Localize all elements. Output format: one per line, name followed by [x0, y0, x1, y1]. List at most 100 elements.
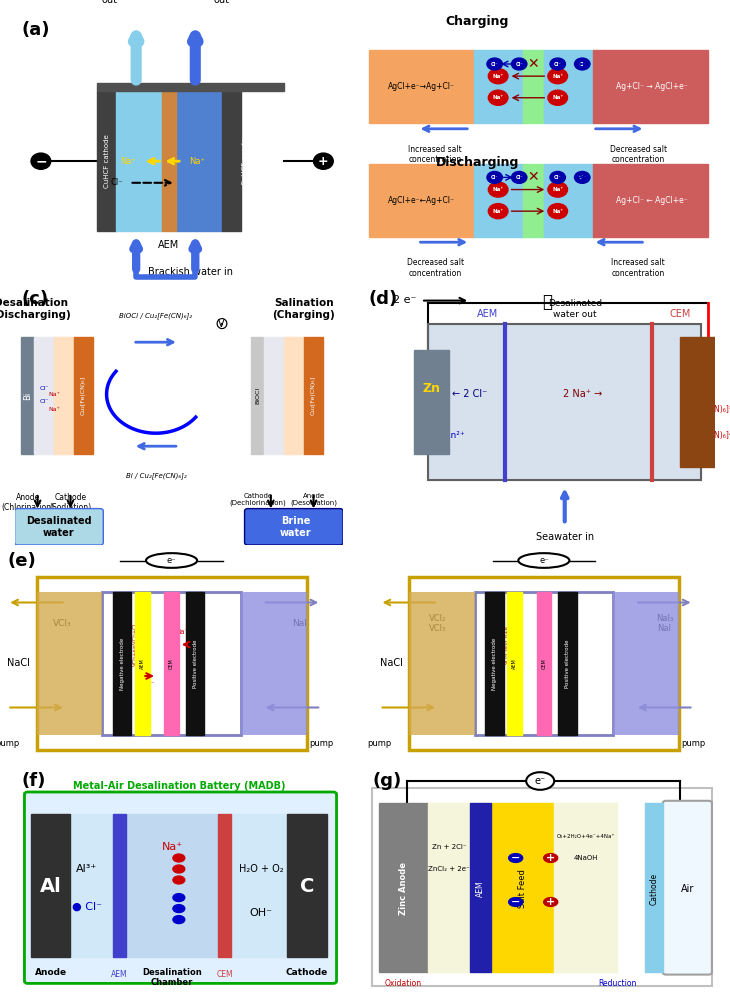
Bar — [135, 592, 150, 735]
Text: Anode
(Desodiation): Anode (Desodiation) — [290, 493, 337, 506]
Circle shape — [173, 854, 185, 862]
Text: Na⁺: Na⁺ — [162, 842, 182, 852]
Text: ● Cl⁻: ● Cl⁻ — [72, 901, 102, 911]
Text: Na⁺: Na⁺ — [493, 209, 504, 214]
Text: Cl⁻: Cl⁻ — [578, 175, 586, 180]
Text: CEM: CEM — [217, 970, 233, 979]
Text: Seawater in: Seawater in — [536, 532, 593, 542]
Text: NaI₃+2Na⁺+2e=3NaI: NaI₃+2Na⁺+2e=3NaI — [564, 617, 568, 672]
Circle shape — [518, 553, 569, 568]
Text: CEM: CEM — [542, 658, 546, 669]
Text: Negative electrode: Negative electrode — [493, 637, 497, 690]
Circle shape — [173, 905, 185, 913]
Text: Zn: Zn — [423, 382, 441, 395]
Text: Anode
(Chlorination): Anode (Chlorination) — [1, 493, 54, 512]
Text: AgCl+e⁻←Ag+Cl⁻: AgCl+e⁻←Ag+Cl⁻ — [388, 196, 455, 205]
Text: CuHCF anode: CuHCF anode — [242, 138, 247, 185]
Text: Discharging: Discharging — [435, 156, 519, 169]
Text: Cathode
(Sodiation): Cathode (Sodiation) — [50, 493, 91, 512]
Text: 3NaI=NaI₃+2Na⁺+2e: 3NaI=NaI₃+2Na⁺+2e — [191, 617, 196, 672]
Bar — [409, 592, 474, 735]
Circle shape — [488, 182, 508, 197]
Text: e⁻: e⁻ — [534, 776, 546, 786]
Bar — [523, 50, 544, 123]
Text: C: C — [300, 877, 314, 896]
Bar — [241, 592, 307, 735]
Text: Cu₂[Fe(CN)₆]: Cu₂[Fe(CN)₆] — [311, 376, 316, 415]
Text: Reduction: Reduction — [598, 979, 637, 988]
Bar — [537, 592, 551, 735]
Text: Positive electrode: Positive electrode — [193, 639, 198, 688]
Bar — [304, 337, 323, 454]
Text: Salt Feed: Salt Feed — [518, 869, 527, 908]
Text: pump: pump — [0, 739, 20, 748]
Text: Concentrated
water
out: Concentrated water out — [188, 0, 255, 5]
Text: Desalinated
water: Desalinated water — [26, 516, 92, 538]
Circle shape — [146, 553, 197, 568]
Circle shape — [548, 182, 567, 197]
Text: Al³⁺: Al³⁺ — [76, 864, 98, 874]
Text: Increased salt
concentration: Increased salt concentration — [408, 145, 462, 164]
Text: VCl₂Cl=VCl₃+e: VCl₂Cl=VCl₃+e — [505, 625, 510, 664]
FancyBboxPatch shape — [663, 801, 712, 975]
Bar — [409, 577, 679, 750]
Text: NaI: NaI — [292, 619, 307, 628]
Text: AEM: AEM — [140, 658, 145, 669]
Text: 2 Na⁺ →: 2 Na⁺ → — [563, 389, 602, 399]
Bar — [613, 592, 679, 735]
Text: AEM: AEM — [476, 880, 485, 897]
Bar — [544, 164, 593, 237]
Text: Desalination
Chamber: Desalination Chamber — [142, 968, 202, 987]
Text: V: V — [218, 319, 225, 329]
Text: CEM: CEM — [169, 658, 174, 669]
Bar — [428, 803, 470, 972]
Bar — [251, 337, 264, 454]
Text: Na⁺: Na⁺ — [48, 392, 60, 397]
Text: NaI₃
NaI: NaI₃ NaI — [656, 614, 673, 633]
Bar — [126, 814, 218, 957]
Bar — [284, 337, 304, 454]
Text: 4NaOH: 4NaOH — [574, 855, 598, 861]
Text: BiOCl: BiOCl — [255, 387, 260, 404]
Text: +: + — [546, 897, 556, 907]
Text: pump: pump — [681, 739, 706, 748]
Text: (e): (e) — [7, 552, 36, 570]
Text: OH⁻: OH⁻ — [250, 908, 272, 918]
Text: Na⁺: Na⁺ — [48, 407, 60, 412]
Text: −: − — [511, 853, 520, 863]
Bar — [21, 337, 34, 454]
Text: CEM: CEM — [669, 309, 691, 319]
Circle shape — [575, 171, 590, 183]
Circle shape — [544, 854, 558, 862]
Bar — [113, 592, 131, 735]
Text: Na⁺: Na⁺ — [493, 74, 504, 79]
Text: Cl⁻: Cl⁻ — [554, 62, 561, 66]
Text: ZnCl₂ + 2e⁻: ZnCl₂ + 2e⁻ — [429, 866, 470, 872]
Text: Zn + 2Cl⁻: Zn + 2Cl⁻ — [431, 844, 466, 850]
Circle shape — [544, 898, 558, 906]
Text: Cl⁻: Cl⁻ — [110, 178, 123, 187]
Bar — [554, 803, 618, 972]
Text: (f): (f) — [21, 772, 45, 790]
Text: Positive electrode: Positive electrode — [565, 639, 570, 688]
Bar — [593, 164, 708, 237]
Bar — [507, 592, 522, 735]
Text: ⊙: ⊙ — [215, 315, 228, 333]
Text: Salination
(Charging): Salination (Charging) — [272, 298, 335, 320]
Text: Oxidation: Oxidation — [385, 979, 422, 988]
Text: Cathode: Cathode — [286, 968, 328, 977]
Bar — [175, 91, 222, 231]
Text: Metal-Air Desalination Battery (MADB): Metal-Air Desalination Battery (MADB) — [72, 781, 285, 791]
Bar — [428, 324, 702, 480]
Bar — [680, 337, 723, 467]
Text: Increased salt
concentration: Increased salt concentration — [612, 258, 665, 278]
Bar — [71, 814, 113, 957]
Text: CuHCF cathode: CuHCF cathode — [104, 134, 110, 188]
Text: Na⁺: Na⁺ — [120, 157, 137, 166]
Text: Na⁺: Na⁺ — [552, 74, 564, 79]
Text: VCl₃+e=VCl₂+Cl: VCl₃+e=VCl₂+Cl — [133, 623, 137, 666]
Text: Al: Al — [40, 877, 61, 896]
Text: Bi: Bi — [23, 391, 32, 400]
Bar — [558, 592, 577, 735]
Text: 2 e⁻: 2 e⁻ — [393, 295, 416, 305]
